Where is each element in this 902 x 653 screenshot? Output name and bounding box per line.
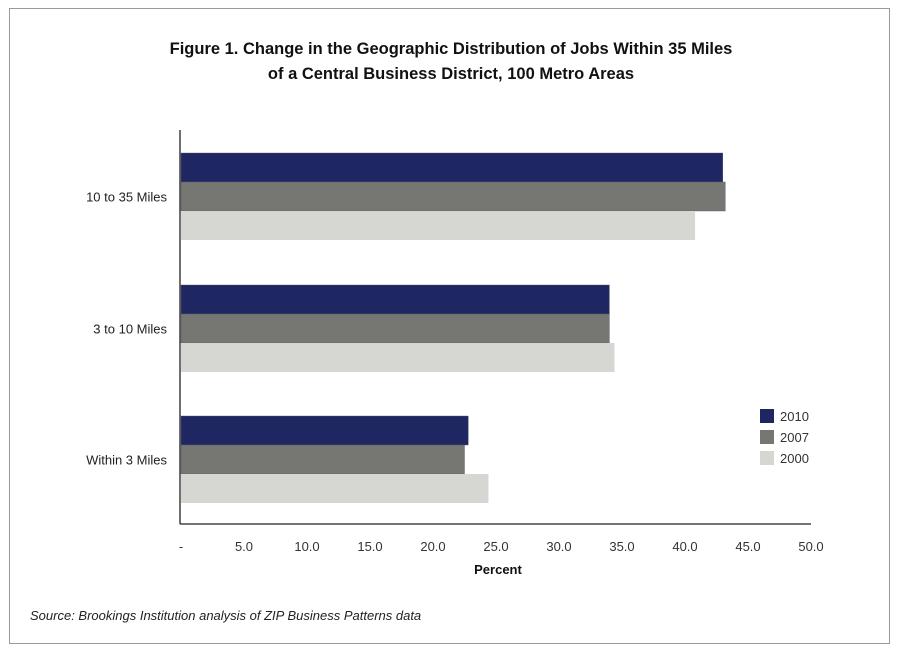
figure-frame [9, 8, 890, 644]
bar-2010-0 [180, 152, 723, 183]
legend-swatch-2010 [760, 409, 774, 423]
bar-2000-1 [181, 343, 615, 372]
x-tick-label: 35.0 [609, 539, 634, 554]
chart-title-line-2: of a Central Business District, 100 Metr… [267, 65, 635, 83]
chart-title: Figure 1. Change in the Geographic Distr… [0, 37, 902, 87]
x-tick-label: 10.0 [294, 539, 319, 554]
x-tick-label: 25.0 [483, 539, 508, 554]
bar-2000-2 [181, 474, 489, 503]
bar-2010-2 [180, 415, 469, 446]
bar-2000-0 [181, 211, 696, 240]
category-label: 10 to 35 Miles [86, 190, 167, 205]
x-tick-label: - [179, 539, 183, 554]
bar-2007-2 [180, 444, 465, 475]
legend-label: 2010 [780, 409, 809, 424]
bar-2007-0 [180, 181, 726, 212]
legend-label: 2007 [780, 430, 809, 445]
source-note: Source: Brookings Institution analysis o… [30, 608, 422, 623]
x-tick-label: 15.0 [357, 539, 382, 554]
x-tick-label: 45.0 [735, 539, 760, 554]
x-axis-label: Percent [474, 562, 522, 577]
category-label: 3 to 10 Miles [93, 322, 167, 337]
legend-swatch-2000 [760, 451, 774, 465]
x-tick-label: 30.0 [546, 539, 571, 554]
x-tick-label: 50.0 [798, 539, 823, 554]
bar-2007-1 [180, 313, 610, 344]
legend-label: 2000 [780, 451, 809, 466]
legend-swatch-2007 [760, 430, 774, 444]
bar-2010-1 [180, 284, 610, 315]
x-tick-label: 5.0 [235, 539, 253, 554]
x-tick-label: 40.0 [672, 539, 697, 554]
category-label: Within 3 Miles [86, 453, 167, 468]
chart-title-line-1: Figure 1. Change in the Geographic Distr… [169, 40, 733, 58]
x-tick-label: 20.0 [420, 539, 445, 554]
